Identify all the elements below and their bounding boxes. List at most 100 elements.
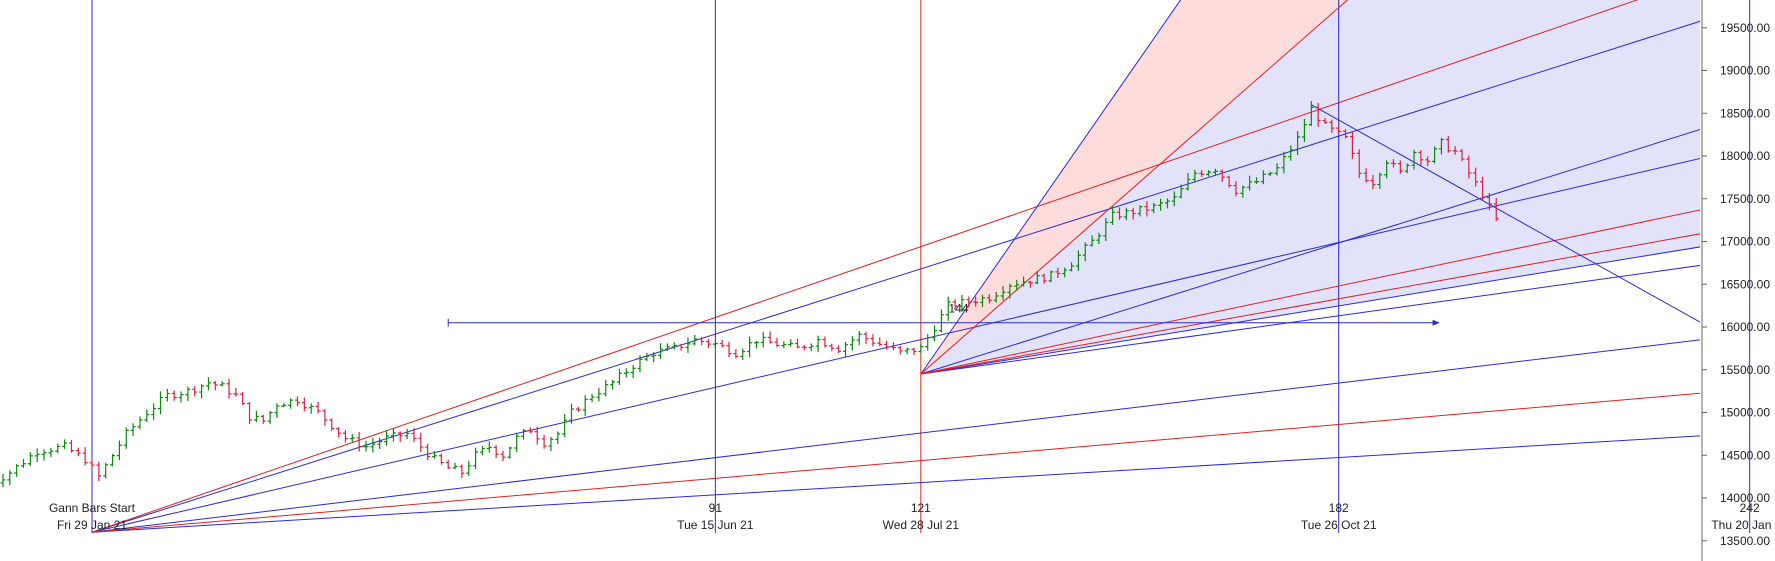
fan-3-ray-0 (920, 0, 1349, 375)
price-bar (925, 334, 931, 351)
price-bar (1089, 235, 1095, 247)
price-bar (233, 388, 239, 397)
price-bar (774, 337, 780, 348)
price-bar (1123, 207, 1129, 221)
price-bar (110, 453, 116, 467)
price-bar (1301, 118, 1307, 142)
price-bar (952, 299, 958, 310)
price-bar (555, 431, 561, 444)
price-bars: 144 (0, 101, 1499, 488)
price-bar (562, 414, 568, 438)
price-bar (329, 418, 335, 431)
price-bar (795, 338, 801, 349)
price-bar (356, 431, 362, 452)
price-bar (644, 352, 650, 362)
price-bar (1295, 131, 1301, 155)
price-bar (116, 440, 122, 461)
price-bar (733, 349, 739, 359)
price-bar (274, 403, 280, 418)
price-bar (178, 391, 184, 403)
price-bar (548, 436, 554, 452)
price-bar (445, 459, 451, 470)
price-tick-label-4: 15500.00 (1720, 363, 1770, 377)
price-bar (1117, 207, 1122, 220)
price-bar (1329, 119, 1335, 133)
price-bar (1027, 280, 1033, 288)
price-bar (1493, 197, 1499, 221)
price-bar (1164, 198, 1170, 209)
price-bar (1247, 175, 1253, 191)
price-bar (706, 339, 711, 349)
price-bar (712, 341, 718, 349)
price-bar (993, 292, 999, 303)
price-bar (1048, 270, 1054, 283)
price-bar (390, 428, 396, 442)
price-bar (678, 343, 684, 351)
price-bar (1055, 267, 1061, 278)
price-bar (14, 464, 20, 477)
price-bar (75, 447, 81, 457)
price-bar (1199, 170, 1205, 177)
price-bar (589, 394, 595, 403)
price-bar (1397, 160, 1403, 174)
price-bar (1425, 156, 1431, 167)
price-bar (171, 390, 177, 401)
price-bar (486, 441, 492, 453)
price-bar (1151, 202, 1157, 214)
price-bar (719, 339, 725, 348)
price-bar (1212, 168, 1218, 177)
price-bar (158, 391, 163, 415)
price-bar (1082, 242, 1088, 262)
price-bar (1021, 276, 1027, 287)
price-bar (1062, 267, 1068, 278)
price-axis: 13500.00 14000.00 14500.00 15000.00 15500.00… (1701, 0, 1770, 561)
price-bar (130, 423, 136, 436)
fan-0-ray-1 (91, 157, 1700, 533)
price-bar (699, 336, 705, 346)
price-bar (322, 409, 328, 426)
price-bar (404, 428, 410, 440)
price-bar (1014, 279, 1020, 291)
price-bar (295, 396, 300, 407)
price-bar (966, 296, 972, 308)
fan-2-ray-3 (920, 264, 1700, 375)
price-bar (281, 403, 287, 408)
price-bar (1432, 146, 1438, 164)
fan-3-ray-2 (920, 233, 1700, 375)
price-bar (890, 342, 896, 350)
price-bar (781, 341, 787, 349)
price-bar (1288, 145, 1294, 161)
price-bar (1158, 198, 1164, 211)
price-bar (863, 331, 869, 344)
fan-2-ray-2 (920, 246, 1700, 375)
price-bar (500, 450, 506, 462)
price-bar (1130, 207, 1136, 220)
price-bar (897, 345, 903, 355)
price-bar (980, 294, 985, 307)
price-bar (1219, 169, 1225, 182)
price-bar (753, 341, 759, 349)
price-bar (0, 474, 6, 488)
price-bar (534, 426, 540, 445)
price-bar (267, 410, 273, 425)
fan-3-ray-1 (920, 209, 1700, 375)
price-bar (1267, 171, 1273, 177)
price-bar (219, 381, 225, 387)
price-bar (1041, 273, 1047, 284)
price-bar (377, 437, 383, 450)
price-bar (62, 439, 68, 449)
price-bar (7, 470, 13, 486)
price-bar (575, 406, 581, 412)
price-bar (1384, 160, 1390, 179)
price-bar (1336, 126, 1342, 134)
price-bar (315, 401, 321, 414)
price-bar (68, 439, 74, 453)
time-marker-number-4: 242 (1740, 501, 1760, 515)
price-bar (1007, 283, 1013, 299)
price-bar (342, 430, 348, 443)
price-bar (767, 331, 773, 344)
price-tick-label-10: 18500.00 (1720, 106, 1770, 120)
price-bar (959, 294, 965, 313)
price-bar (685, 337, 691, 353)
